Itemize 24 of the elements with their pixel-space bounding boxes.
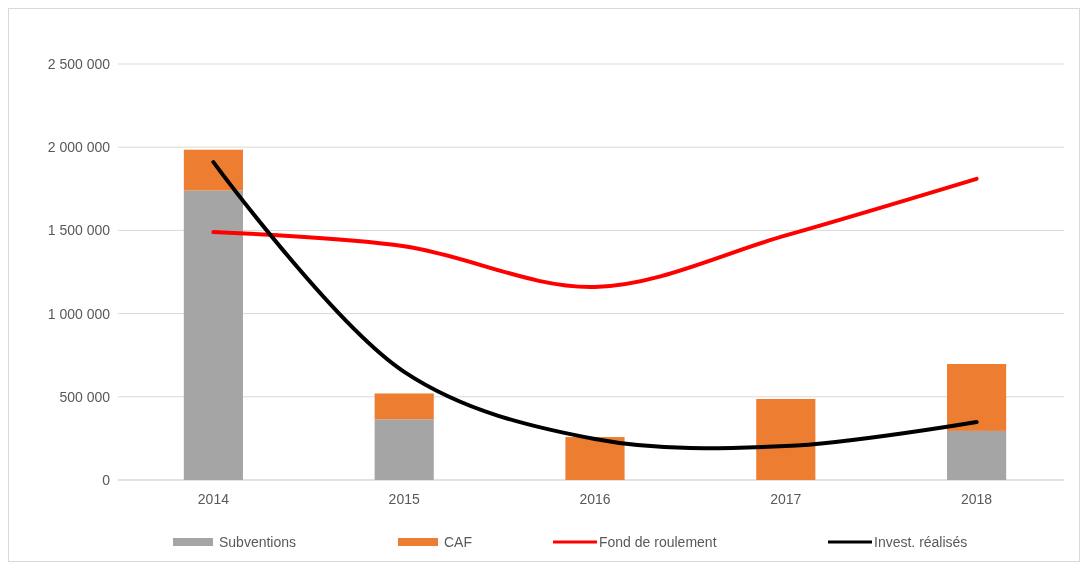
bar <box>183 190 243 480</box>
legend-label: Invest. réalisés <box>874 534 968 550</box>
bar <box>374 419 434 480</box>
x-tick-label: 2018 <box>961 491 993 507</box>
bar <box>756 398 816 480</box>
x-tick-label: 2015 <box>388 491 420 507</box>
y-tick-label: 1 500 000 <box>47 222 111 239</box>
y-tick-label: 2 500 000 <box>47 56 111 72</box>
bar <box>374 393 434 420</box>
y-tick-label: 500 000 <box>59 388 111 405</box>
legend-label: Subventions <box>219 534 297 550</box>
y-tick-label: 2 000 000 <box>47 139 111 156</box>
legend-label: CAF <box>444 534 472 550</box>
y-tick-label: 1 000 000 <box>47 305 111 322</box>
x-tick-label: 2014 <box>197 491 230 507</box>
x-tick-label: 2016 <box>579 491 611 507</box>
y-tick-label: 0 <box>102 472 111 488</box>
x-tick-label: 2017 <box>770 491 802 507</box>
bar <box>565 437 625 480</box>
legend-label: Fond de roulement <box>599 534 717 550</box>
bar <box>947 364 1007 431</box>
line-series <box>211 176 979 289</box>
bar <box>183 149 243 191</box>
bar <box>947 430 1007 480</box>
